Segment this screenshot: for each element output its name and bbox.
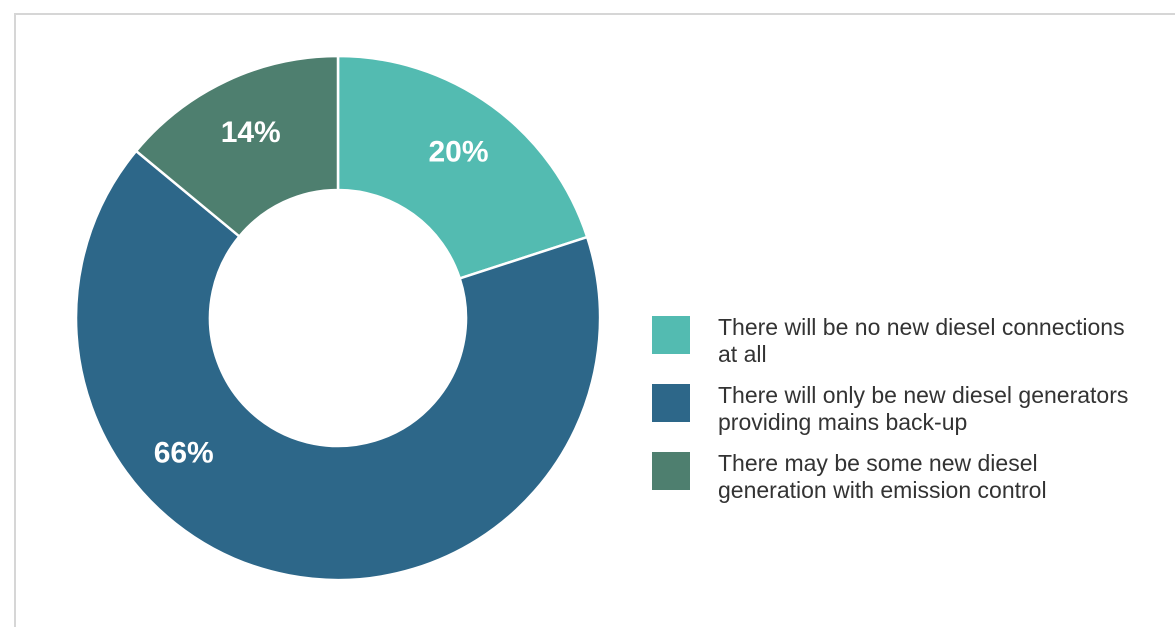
legend-swatch-mains-backup xyxy=(652,384,690,422)
slice-label-mains-backup: 66% xyxy=(154,436,214,469)
donut-chart: 20% 66% 14% xyxy=(0,0,1175,614)
legend: There will be no new diesel connections … xyxy=(652,314,1162,518)
legend-label-no-new-connections: There will be no new diesel connections … xyxy=(718,314,1138,368)
legend-label-mains-backup: There will only be new diesel generators… xyxy=(718,382,1138,436)
slice-label-emission-control: 14% xyxy=(221,116,281,149)
slice-label-no-new-connections: 20% xyxy=(428,136,488,169)
legend-item-no-new-connections: There will be no new diesel connections … xyxy=(652,314,1162,368)
legend-item-mains-backup: There will only be new diesel generators… xyxy=(652,382,1162,436)
legend-swatch-emission-control xyxy=(652,452,690,490)
legend-item-emission-control: There may be some new diesel generation … xyxy=(652,450,1162,504)
legend-label-emission-control: There may be some new diesel generation … xyxy=(718,450,1138,504)
legend-swatch-no-new-connections xyxy=(652,316,690,354)
